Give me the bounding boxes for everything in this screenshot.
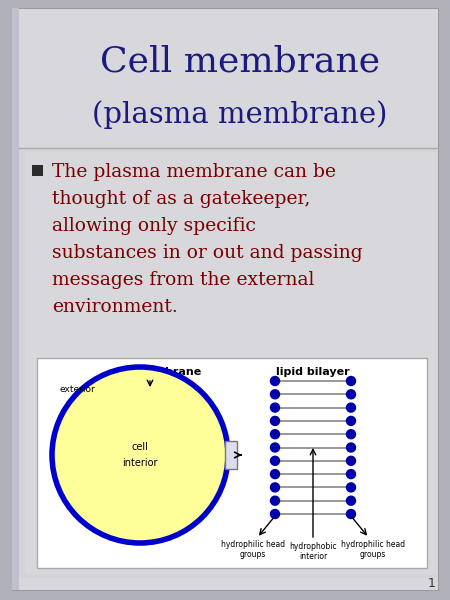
Text: allowing only specific: allowing only specific xyxy=(52,217,256,235)
Circle shape xyxy=(270,390,279,399)
Circle shape xyxy=(270,403,279,412)
Text: exterior: exterior xyxy=(60,385,96,394)
Text: interior: interior xyxy=(122,458,158,468)
Circle shape xyxy=(270,430,279,439)
Bar xyxy=(19,148,438,578)
Circle shape xyxy=(346,377,356,385)
Bar xyxy=(37,358,427,568)
Text: hydrophobic
interior: hydrophobic interior xyxy=(289,542,337,562)
Text: hydrophilic head
groups: hydrophilic head groups xyxy=(221,540,285,559)
Bar xyxy=(32,165,43,176)
Circle shape xyxy=(270,416,279,425)
Circle shape xyxy=(270,483,279,492)
Text: (plasma membrane): (plasma membrane) xyxy=(92,101,388,130)
Circle shape xyxy=(346,443,356,452)
Text: lipid bilayer: lipid bilayer xyxy=(276,367,350,377)
Circle shape xyxy=(346,416,356,425)
Bar xyxy=(12,8,19,590)
Text: cell membrane: cell membrane xyxy=(109,367,201,377)
Ellipse shape xyxy=(45,360,235,550)
Circle shape xyxy=(346,403,356,412)
Circle shape xyxy=(346,456,356,466)
Text: Cell membrane: Cell membrane xyxy=(100,45,380,79)
Circle shape xyxy=(270,509,279,518)
Text: environment.: environment. xyxy=(52,298,178,316)
Text: hydrophilic head
groups: hydrophilic head groups xyxy=(341,540,405,559)
Text: 1: 1 xyxy=(428,577,436,590)
Text: The plasma membrane can be: The plasma membrane can be xyxy=(52,163,336,181)
Circle shape xyxy=(346,390,356,399)
Circle shape xyxy=(346,430,356,439)
Bar xyxy=(225,441,237,469)
Bar xyxy=(25,152,437,574)
Circle shape xyxy=(270,496,279,505)
Circle shape xyxy=(346,483,356,492)
Circle shape xyxy=(346,509,356,518)
Circle shape xyxy=(270,456,279,466)
Circle shape xyxy=(346,496,356,505)
Text: thought of as a gatekeeper,: thought of as a gatekeeper, xyxy=(52,190,310,208)
Text: messages from the external: messages from the external xyxy=(52,271,315,289)
Ellipse shape xyxy=(52,367,228,543)
Circle shape xyxy=(270,470,279,479)
Circle shape xyxy=(270,377,279,385)
Circle shape xyxy=(346,470,356,479)
Circle shape xyxy=(270,443,279,452)
Text: substances in or out and passing: substances in or out and passing xyxy=(52,244,363,262)
Text: cell: cell xyxy=(131,442,149,452)
